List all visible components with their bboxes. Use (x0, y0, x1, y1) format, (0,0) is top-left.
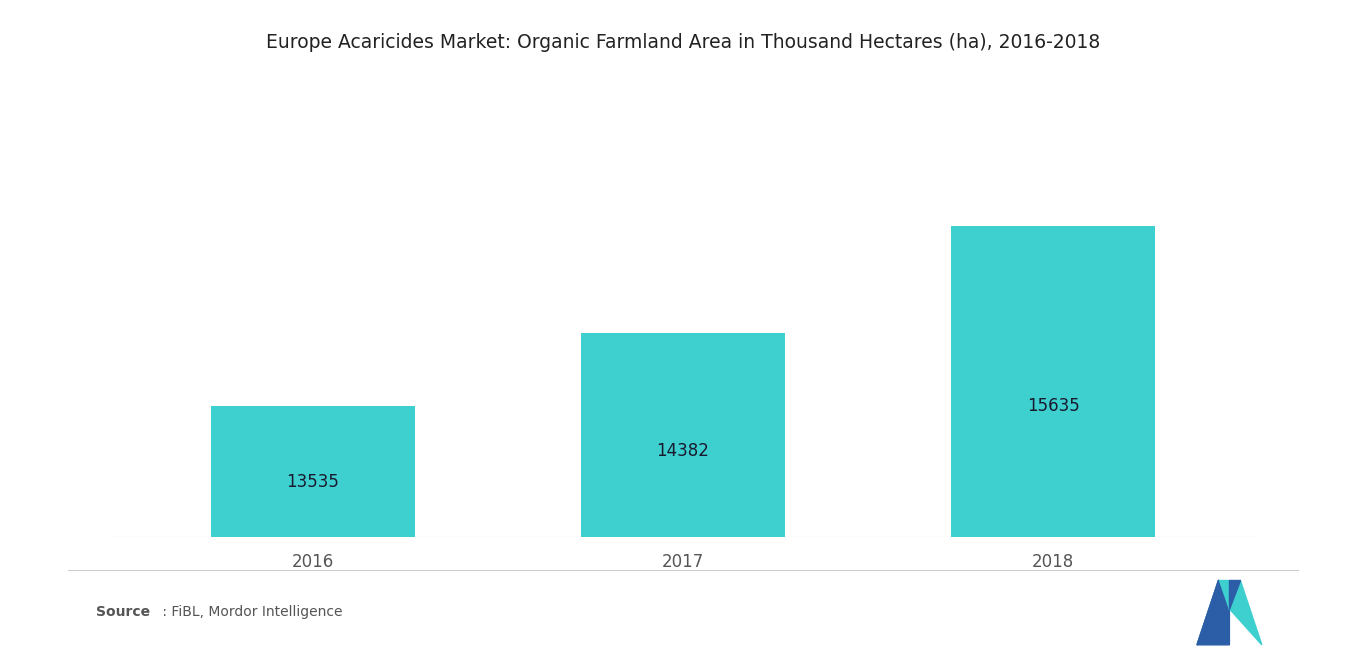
Polygon shape (1197, 580, 1229, 645)
Bar (212, 405, 415, 655)
Polygon shape (1218, 580, 1229, 609)
Text: 15635: 15635 (1027, 398, 1079, 415)
Text: : FiBL, Mordor Intelligence: : FiBL, Mordor Intelligence (158, 605, 343, 620)
Bar (581, 333, 785, 655)
Text: 13535: 13535 (287, 473, 339, 491)
Text: 14382: 14382 (657, 442, 709, 460)
Bar (951, 226, 1154, 655)
Polygon shape (1229, 580, 1262, 645)
Polygon shape (1229, 580, 1240, 609)
Polygon shape (1197, 580, 1229, 645)
Text: Source: Source (96, 605, 150, 620)
Text: Europe Acaricides Market: Organic Farmland Area in Thousand Hectares (ha), 2016-: Europe Acaricides Market: Organic Farmla… (266, 33, 1100, 52)
